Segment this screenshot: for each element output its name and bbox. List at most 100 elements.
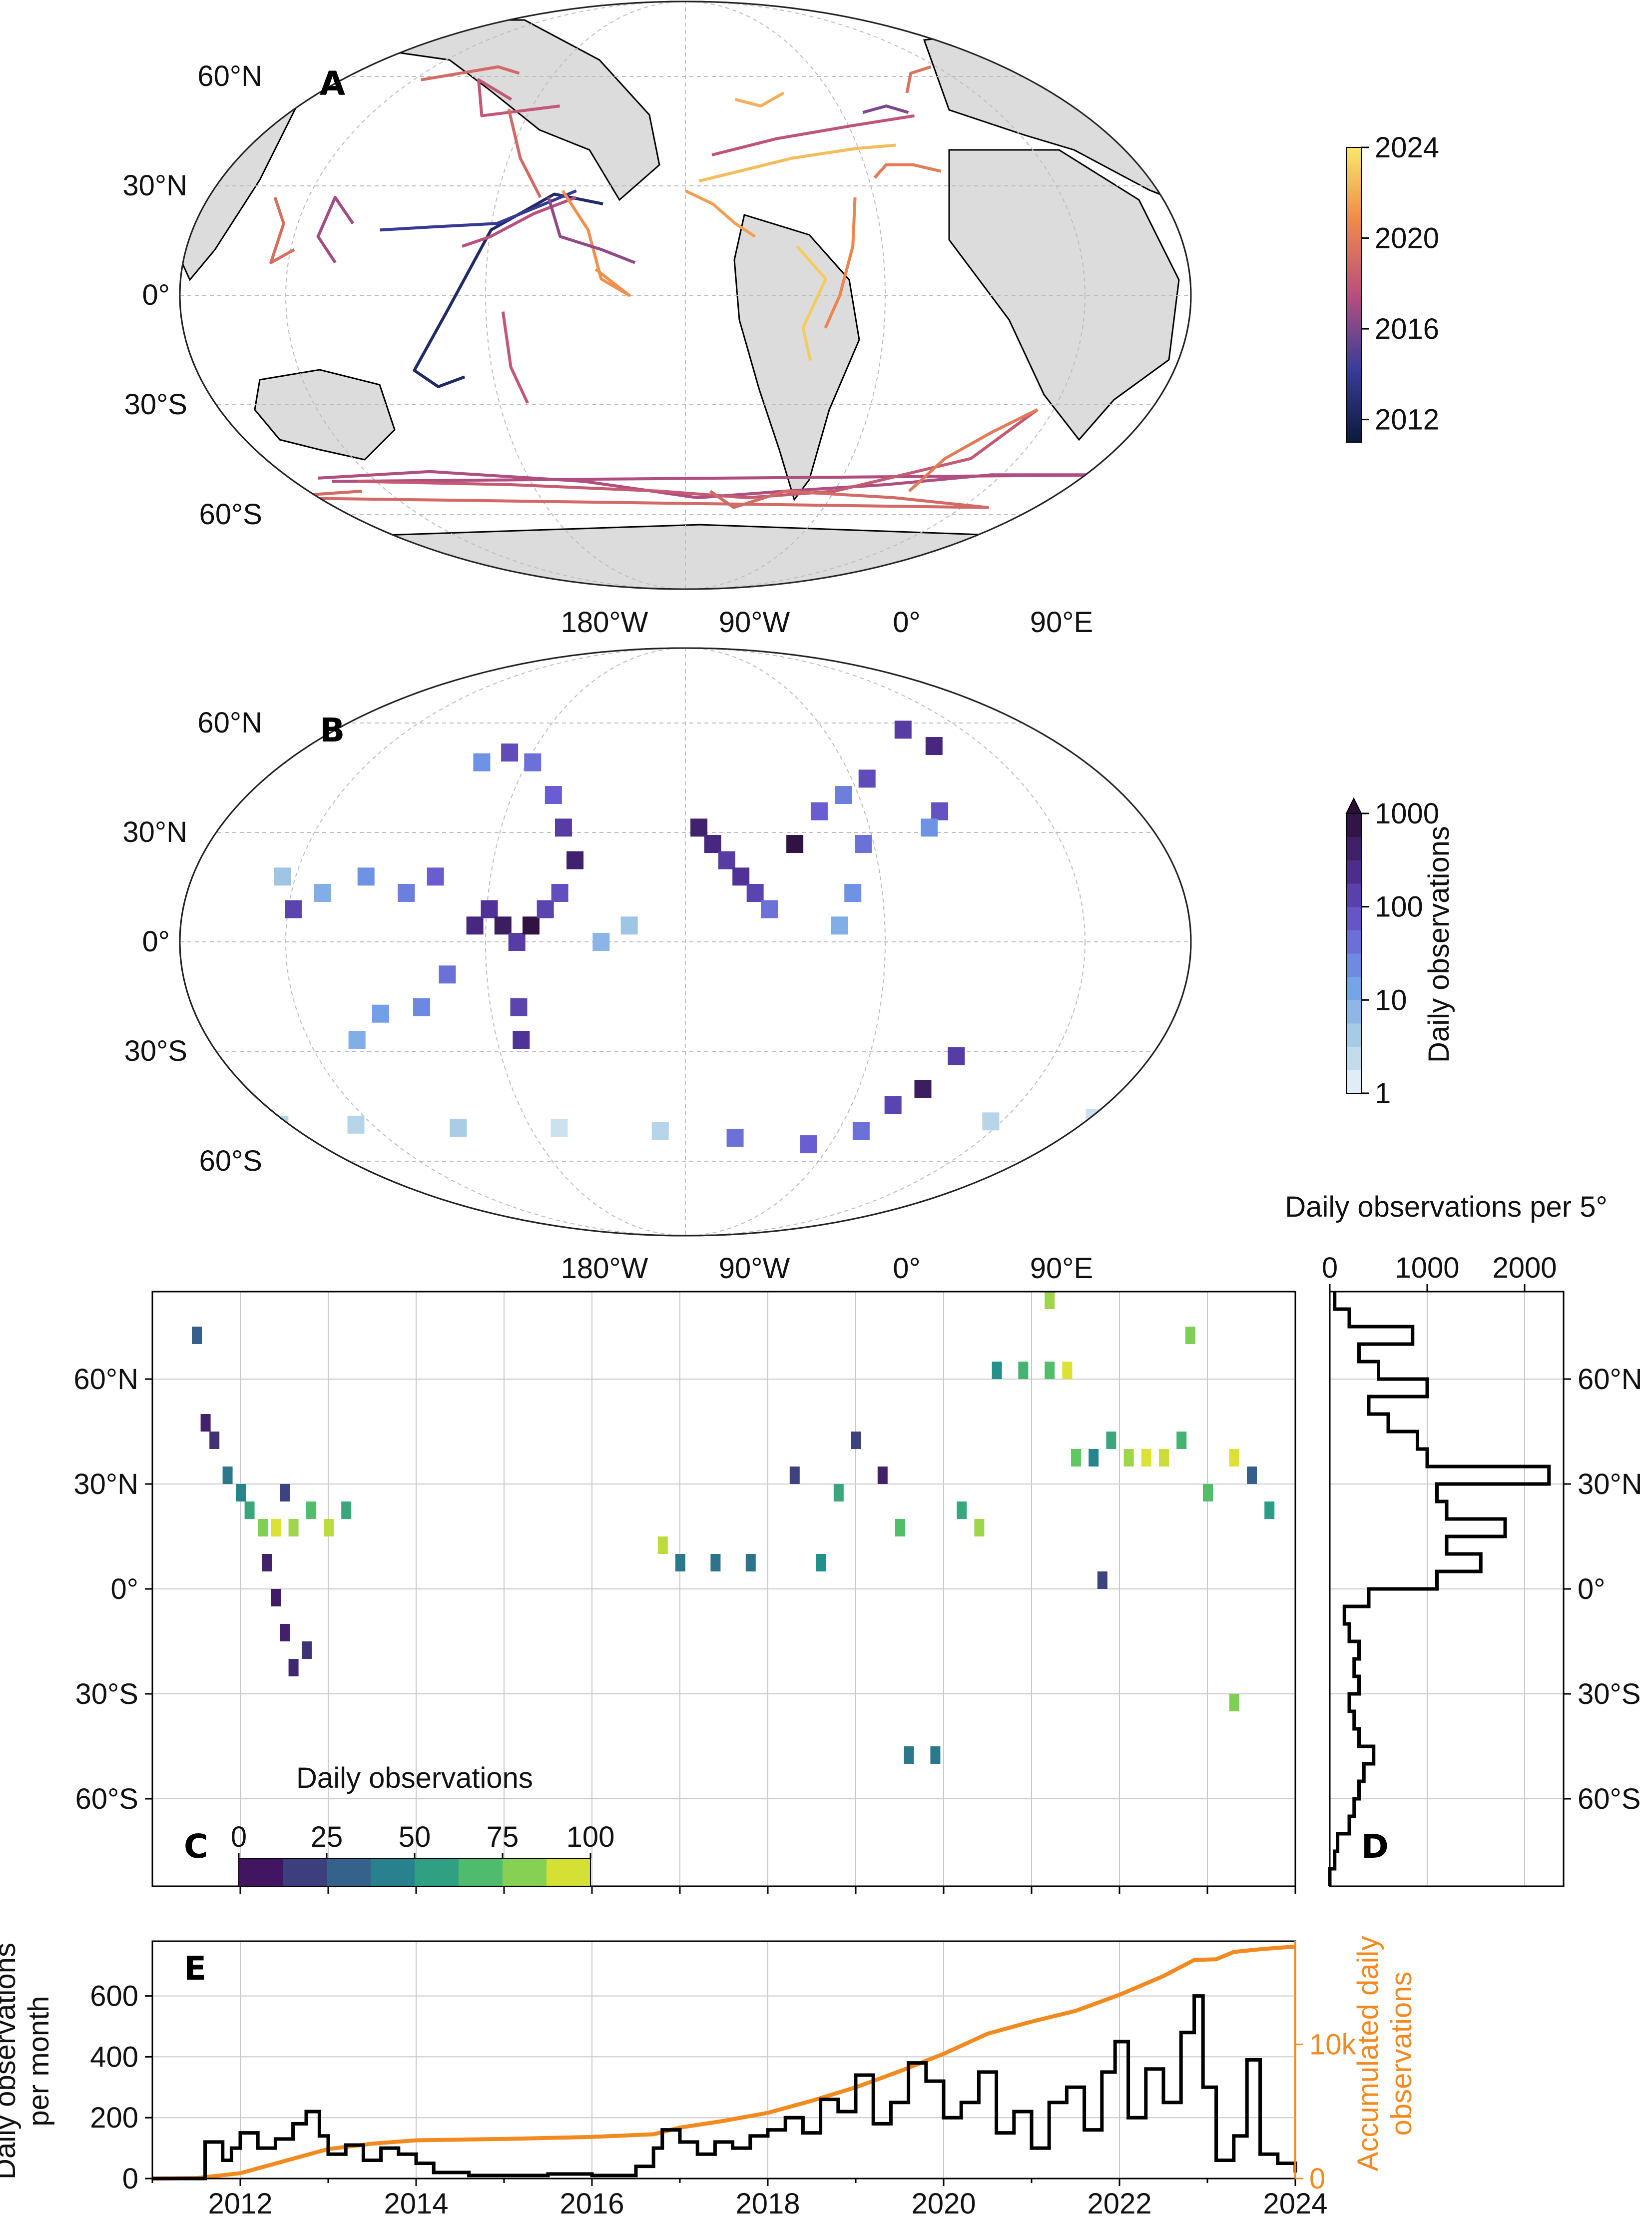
obs-cell (800, 1135, 817, 1154)
colorbar-c-segment (459, 1859, 503, 1886)
x-tick-label: 2000 (1492, 1252, 1557, 1284)
y-tick-label: 30°N (73, 1468, 138, 1500)
track-line (711, 114, 915, 157)
obs-cell (710, 1554, 721, 1571)
obs-cell (280, 1484, 290, 1501)
panel-e-y-label: Daily observationsper month (0, 1943, 55, 2180)
colorbar-b-tick-label: 10 (1375, 984, 1407, 1016)
lon-tick: 90°E (1030, 606, 1093, 639)
obs-cell (718, 851, 735, 869)
obs-cell (271, 1519, 281, 1536)
colorbar-c-segment (327, 1859, 371, 1886)
colorbar-c-segment (547, 1859, 591, 1886)
y-tick-label: 400 (90, 2041, 138, 2073)
x-tick-label: 2024 (1263, 2188, 1327, 2220)
x-tick-label: 2012 (208, 2188, 272, 2220)
colorbar-b (1345, 797, 1362, 1094)
obs-cell (314, 884, 331, 902)
panel-c: 60°N30°N0°30°S60°S C Daily observations … (73, 1291, 1296, 1894)
obs-cell (271, 1589, 281, 1606)
track-line (684, 189, 756, 238)
colorbar-c-segment (283, 1859, 327, 1886)
colorbar-b-ticks: 1000 100 10 1 (1361, 797, 1439, 1110)
colorbar-b-segment (1346, 976, 1361, 1000)
lon-tick: 180°W (561, 1252, 648, 1285)
obs-cell (930, 1746, 941, 1764)
panel-e-monthly-line (152, 1994, 1297, 2181)
obs-cell (513, 1031, 530, 1049)
colorbar-b-tick-label: 100 (1375, 891, 1423, 923)
track-line (501, 311, 529, 404)
x-tick-label: 2020 (911, 2188, 976, 2220)
axis-label-line: Accumulated daily (1352, 1936, 1384, 2172)
obs-cell (931, 802, 949, 820)
map-b-cells (271, 721, 1103, 1154)
track-line (734, 91, 785, 108)
lon-tick: 0° (893, 606, 920, 639)
obs-cell (244, 1501, 255, 1519)
panel-a: A 60°N 30°N 0° 30°S 60°S 180°W 90°W 0° 9… (122, 0, 1439, 639)
obs-cell (551, 1119, 568, 1137)
colorbar-c-tick-label: 50 (399, 1821, 431, 1853)
colorbar-a-tick-label: 2016 (1375, 313, 1439, 345)
obs-cell (274, 867, 291, 886)
lat-tick: 0° (142, 925, 170, 958)
obs-cell (844, 884, 862, 902)
x-tick-label: 2016 (559, 2188, 624, 2220)
obs-cell (1203, 1484, 1213, 1501)
obs-cell (258, 1519, 268, 1536)
obs-cell (510, 998, 528, 1016)
obs-cell (413, 998, 430, 1016)
panel-label-a: A (320, 64, 345, 103)
obs-cell (501, 743, 519, 762)
panel-e-bg (152, 1941, 1295, 2179)
panel-e-y-ticks: 0 200 400 600 (90, 1980, 152, 2195)
y-tick-label: 0 (122, 2163, 138, 2195)
obs-cell (974, 1519, 985, 1536)
obs-cell (1229, 1449, 1239, 1467)
panel-c-x-tickmarks (239, 1886, 1296, 1894)
lat-tick: 30°N (122, 169, 187, 202)
obs-cell (761, 900, 778, 918)
y2-tick-label: 10k (1309, 2029, 1357, 2061)
track-line (873, 163, 942, 179)
lon-tick: 90°W (719, 606, 790, 639)
obs-cell (545, 786, 562, 804)
obs-cell (347, 1115, 365, 1134)
track-line (477, 78, 560, 117)
obs-cell (921, 818, 938, 837)
track-line (905, 65, 932, 93)
obs-cell (704, 835, 721, 853)
colorbar-b-extend-arrow (1345, 797, 1362, 814)
obs-cell (1247, 1467, 1257, 1484)
obs-cell (925, 737, 943, 755)
obs-cell (657, 1536, 668, 1554)
panel-e-accumulated-line (152, 1944, 1296, 2181)
obs-cell (914, 1080, 932, 1098)
obs-cell (789, 1467, 800, 1484)
colorbar-b-segment (1346, 836, 1361, 860)
lat-tick: 30°N (122, 816, 187, 848)
colorbar-a-tick-label: 2024 (1375, 131, 1439, 164)
obs-cell (877, 1467, 888, 1484)
colorbar-b-segment (1346, 813, 1361, 837)
obs-cell (904, 1746, 914, 1764)
colorbar-b-segment (1346, 883, 1361, 907)
obs-cell (855, 835, 872, 853)
obs-cell (726, 1129, 744, 1147)
lat-tick: 60°N (197, 60, 262, 92)
colorbar-c-tick-label: 0 (231, 1821, 247, 1853)
obs-cell (439, 965, 456, 984)
obs-cell (992, 1362, 1002, 1379)
colorbar-b-segment (1346, 906, 1361, 930)
obs-cell (816, 1554, 826, 1571)
obs-cell (1097, 1571, 1107, 1589)
obs-cell (524, 753, 542, 771)
obs-cell (948, 1047, 965, 1065)
obs-cell (746, 884, 764, 902)
panel-b: B 60°N 30°N 0° 30°S 60°S 180°W 90°W 0° 9… (122, 647, 1455, 1285)
colorbar-c-ticks: 0 25 50 75 100 (231, 1821, 614, 1859)
obs-cell (192, 1327, 202, 1344)
obs-cell (592, 933, 610, 951)
y-tick-label: 60°N (73, 1363, 138, 1396)
